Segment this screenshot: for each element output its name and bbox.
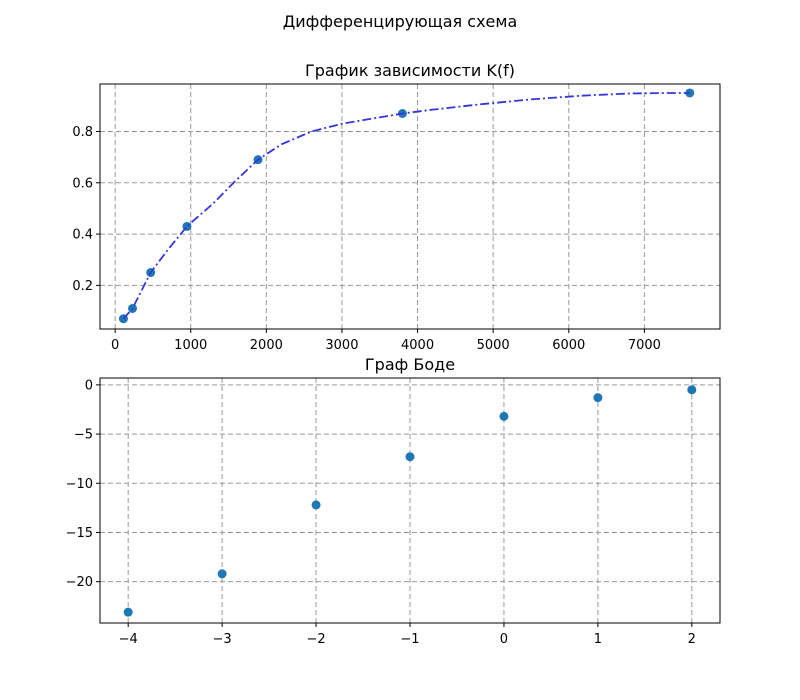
plot-bode: Граф Боде−4 −3 −2 −1 0 1 20−5−10−15−20 [66, 355, 721, 647]
kf-x-tick-label: 5000 [477, 338, 510, 353]
bode-data-point [593, 393, 603, 403]
bode-x-tick-label: −3 [213, 632, 232, 647]
bode-y-tick-label: −15 [66, 526, 93, 541]
kf-x-tick-label: 1000 [174, 338, 207, 353]
kf-series-line [122, 92, 690, 320]
kf-x-tick-label: 6000 [552, 338, 585, 353]
kf-axes-frame [99, 83, 721, 330]
bode-data-point [405, 452, 415, 462]
kf-y-tick-label: 0.2 [72, 279, 93, 294]
bode-x-tick-label: 0 [500, 632, 508, 647]
bode-x-tick-label: −1 [400, 632, 419, 647]
bode-data-point [499, 411, 509, 421]
kf-y-tick-label: 0.6 [72, 176, 93, 191]
kf-y-tick-label: 0.4 [72, 228, 93, 243]
kf-x-tick-label: 7000 [628, 338, 661, 353]
bode-data-point [123, 607, 133, 617]
bode-y-tick-label: −10 [66, 477, 93, 492]
figure-suptitle: Дифференцирующая схема [283, 12, 518, 31]
bode-data-point [311, 500, 321, 510]
bode-data-point [217, 569, 227, 579]
bode-x-tick-label: −4 [119, 632, 138, 647]
kf-x-tick-label: 2000 [250, 338, 283, 353]
bode-y-tick-label: 0 [85, 378, 93, 393]
plot-kf: График зависимости K(f) 0 1000 2000 3000 4000… [72, 61, 721, 353]
bode-x-tick-label: 1 [594, 632, 602, 647]
kf-y-tick-label: 0.8 [72, 125, 93, 140]
bode-y-tick-label: −20 [66, 575, 93, 590]
bode-x-tick-label: 2 [688, 632, 696, 647]
bode-y-tick-label: −5 [74, 428, 93, 443]
kf-x-tick-label: 0 [111, 338, 119, 353]
bode-x-tick-label: −2 [306, 632, 325, 647]
bode-title: Граф Боде [365, 355, 455, 374]
kf-x-tick-label: 3000 [325, 338, 358, 353]
bode-data-point [687, 385, 697, 395]
kf-x-tick-label: 4000 [401, 338, 434, 353]
kf-title: График зависимости K(f) [305, 61, 515, 80]
